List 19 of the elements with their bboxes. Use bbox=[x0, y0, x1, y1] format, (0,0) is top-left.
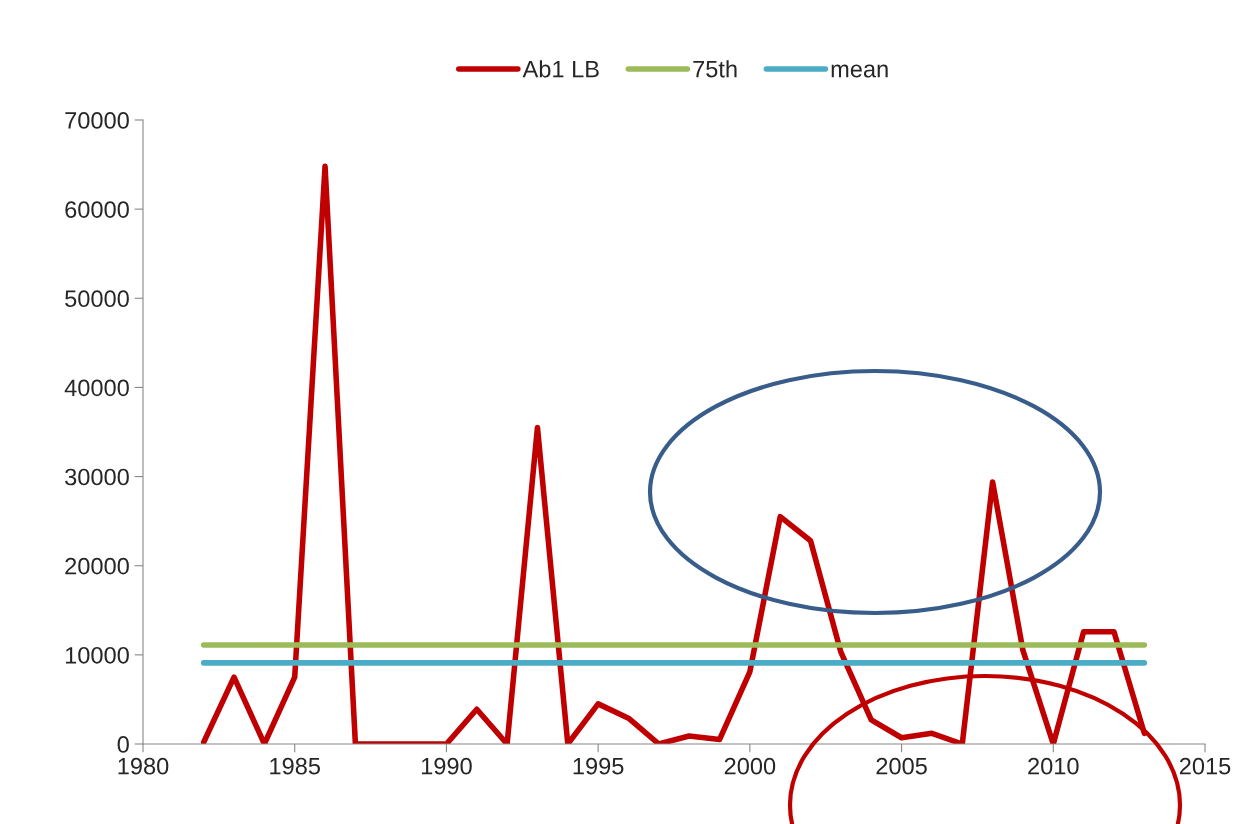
legend-label: mean bbox=[831, 64, 888, 78]
y-tick-label: 40000 bbox=[64, 379, 129, 397]
y-tick-label: 20000 bbox=[65, 557, 129, 575]
x-tick-label: 2010 bbox=[1028, 757, 1079, 775]
y-tick-label: 30000 bbox=[65, 468, 129, 486]
x-tick-label: 1995 bbox=[573, 757, 624, 775]
y-tick-label: 50000 bbox=[65, 290, 129, 308]
x-tick-label: 2005 bbox=[876, 757, 927, 775]
legend-label: 75th bbox=[693, 60, 737, 78]
y-tick-label: 10000 bbox=[65, 646, 129, 664]
x-tick-label: 1980 bbox=[118, 757, 169, 775]
x-tick-label: 1985 bbox=[270, 757, 320, 775]
y-tick-label: 0 bbox=[117, 736, 129, 753]
y-tick-label: 70000 bbox=[65, 112, 129, 129]
x-tick-label: 2015 bbox=[1179, 757, 1231, 775]
x-tick-label: 2000 bbox=[724, 757, 776, 775]
legend-label: Ab1 LB bbox=[522, 60, 599, 78]
y-tick-label: 60000 bbox=[65, 201, 129, 218]
x-tick-label: 1990 bbox=[421, 757, 472, 775]
